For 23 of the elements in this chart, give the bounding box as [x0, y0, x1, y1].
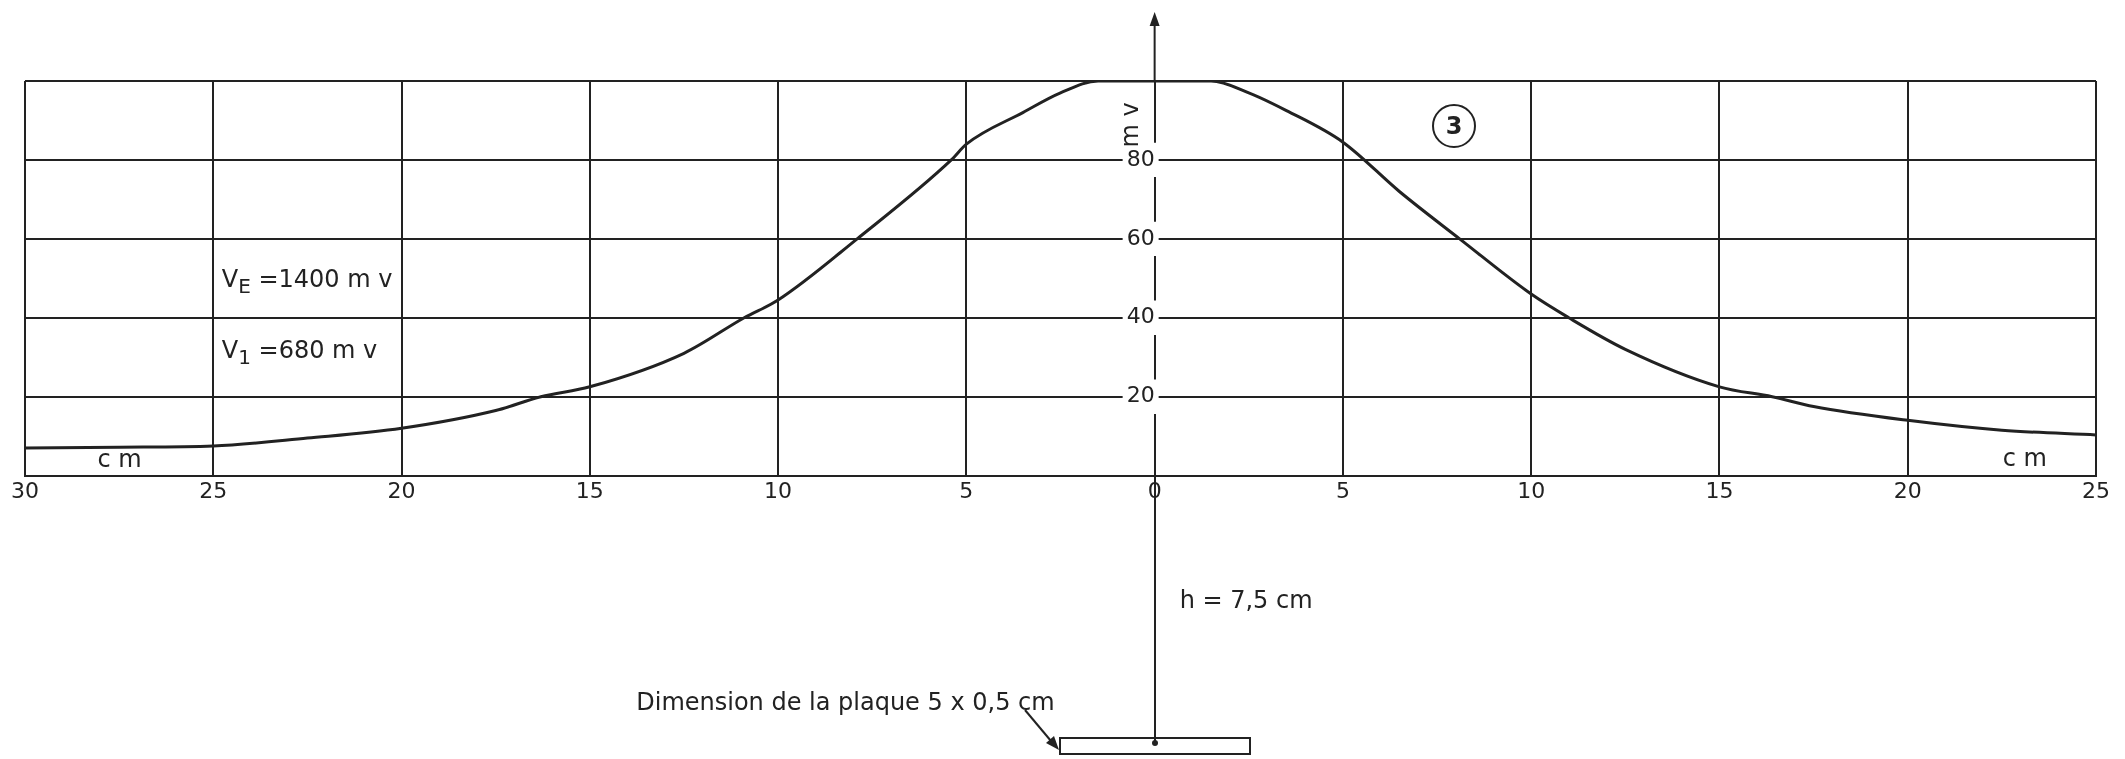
x-tick-label: 10 — [1517, 477, 1546, 503]
text: h = 7,5 cm — [1179, 586, 1313, 614]
y-tick-label: 60 — [1126, 224, 1155, 250]
y-axis-title: m v — [1115, 102, 1144, 148]
text: Dimension de la plaque 5 x 0,5 cm — [636, 688, 1055, 716]
y-tick-label: 20 — [1126, 382, 1155, 408]
annotation: V$_{E}$ =1400 m v — [221, 265, 393, 299]
annotation: V$_{1}$ =680 m v — [221, 336, 378, 370]
x-axis-title: c m — [2002, 443, 2047, 472]
y-tick-label: 80 — [1126, 145, 1155, 171]
x-tick-label: 25 — [199, 477, 228, 503]
x-tick-label: 5 — [1335, 477, 1350, 503]
annotation: c m — [97, 444, 142, 473]
x-tick-label: 10 — [764, 477, 793, 503]
x-tick-label: 20 — [1893, 477, 1922, 503]
annotation: 3 — [1431, 104, 1476, 149]
x-tick-label: 30 — [11, 477, 39, 503]
y-tick-label: 40 — [1126, 303, 1155, 329]
x-tick-label: 15 — [575, 477, 604, 503]
x-tick-label: 25 — [2082, 477, 2110, 503]
x-tick-label: 5 — [959, 477, 974, 503]
x-tick-label: 20 — [387, 477, 416, 503]
x-tick-label: 15 — [1705, 477, 1734, 503]
